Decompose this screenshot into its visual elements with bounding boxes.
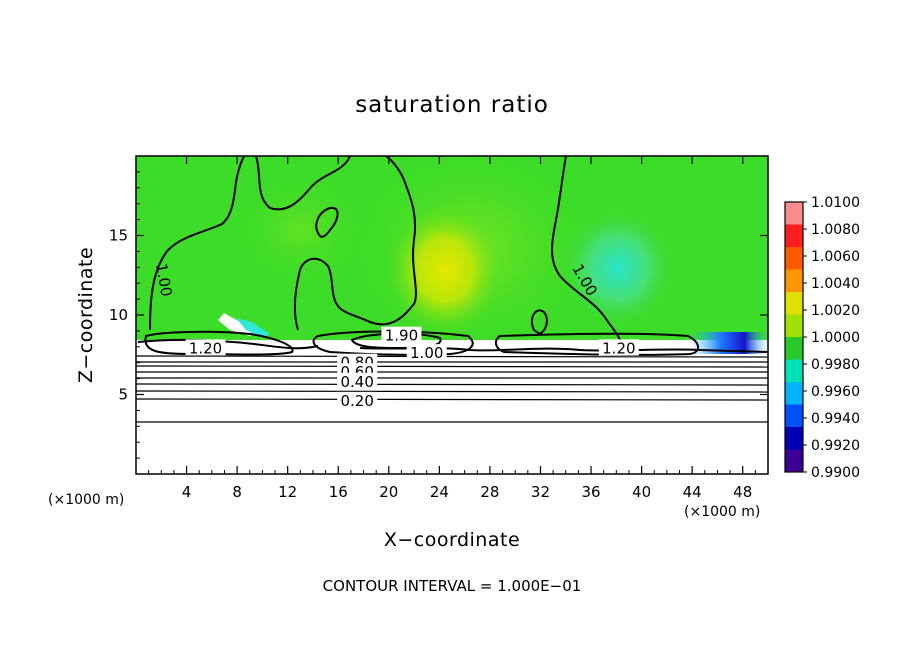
contour-0-30 — [136, 390, 768, 393]
colorbar-band — [785, 269, 803, 293]
x-tick-label: 8 — [232, 483, 242, 501]
colorbar-band — [785, 292, 803, 315]
contour-1-00-right — [551, 156, 621, 341]
x-unit-right: (×1000 m) — [684, 504, 760, 520]
contour-label-bg — [337, 391, 378, 408]
colorbar-band — [785, 382, 803, 405]
contour-0-40 — [136, 383, 768, 386]
x-unit-left: (×1000 m) — [48, 492, 124, 508]
x-tick-label: 12 — [278, 483, 297, 501]
contour-1-00-left — [149, 156, 245, 331]
contour-labels: 1.00 1.001.20 1.201.901.000.800.600.400.20 — [152, 261, 639, 410]
contours-1-00 — [137, 156, 768, 353]
colorbar-tick-label: 1.0100 — [811, 195, 860, 211]
contour-0-20 — [136, 398, 768, 401]
colorbar-band — [785, 427, 803, 450]
contour-label: 1.90 — [385, 327, 418, 345]
blue-dip — [690, 332, 768, 354]
colorbar-band — [785, 202, 803, 225]
lower-region — [136, 340, 768, 474]
contour-label-bg — [337, 372, 378, 389]
contour-label: 1.00 — [152, 262, 176, 298]
contour-interval: CONTOUR INTERVAL = 1.000E−01 — [323, 577, 582, 595]
x-tick-label: 24 — [430, 483, 449, 501]
contour-0-10 — [136, 421, 768, 423]
contour-1-00-upper-left — [255, 156, 351, 211]
colorbar-tick-label: 0.9920 — [811, 438, 860, 454]
contour-1-00-lower-left — [137, 338, 319, 350]
contour-label-bg — [406, 344, 447, 361]
colorbar-tick-label: 1.0060 — [811, 249, 860, 265]
y-tick-label: 10 — [109, 306, 128, 324]
colorbar-tick-label: 1.0040 — [811, 276, 860, 292]
contour-0-90 — [136, 355, 768, 358]
x-axis-label: X−coordinate — [384, 529, 520, 551]
x-tick-label: 32 — [531, 483, 550, 501]
cyan-patch — [236, 318, 270, 338]
colorbar-band — [785, 337, 803, 360]
x-tick-label: 40 — [632, 483, 651, 501]
colorbar-band — [785, 404, 803, 428]
x-tick-label: 44 — [683, 483, 702, 501]
subsaturation-region — [560, 206, 676, 330]
colorbar-tick-label: 0.9960 — [811, 384, 860, 400]
contour-label: 0.40 — [340, 373, 373, 391]
x-tick-label: 4 — [182, 483, 192, 501]
colorbar-band — [785, 359, 803, 383]
colorbar-tick-label: 1.0080 — [811, 222, 860, 238]
colorbar-tick-label: 0.9980 — [811, 357, 860, 373]
contour-1-20-right — [494, 332, 699, 356]
colorbar-band — [785, 247, 803, 270]
contour-label-bg — [381, 326, 422, 343]
x-tick-label: 48 — [733, 483, 752, 501]
contour-label: 1.00 — [410, 344, 443, 362]
contour-label-bg — [598, 339, 639, 356]
chart-title: saturation ratio — [355, 92, 549, 118]
contour-label: 1.20 — [602, 339, 635, 357]
contour-1-00-mid — [293, 156, 417, 331]
contour-1-20-left — [144, 330, 294, 356]
x-tick-label: 20 — [379, 483, 398, 501]
contour-label-bg — [185, 339, 226, 356]
light-green-region-left — [230, 170, 370, 290]
x-tick-label: 28 — [480, 483, 499, 501]
x-tick-label: 36 — [581, 483, 600, 501]
contour-label: 1.20 — [189, 339, 222, 357]
x-axis-ticks: 4 8 12 16 20 24 28 32 36 40 44 48 — [148, 156, 756, 501]
colorbar-tick-label: 1.0000 — [811, 330, 860, 346]
plot-area: 1.00 1.001.20 1.201.901.000.800.600.400.20 — [136, 156, 768, 474]
colorbar-band — [785, 314, 803, 338]
colorbar-tick-label: 0.9940 — [811, 411, 860, 427]
x-tick-label: 16 — [329, 483, 348, 501]
y-tick-label: 15 — [109, 227, 128, 245]
colorbar-band — [785, 224, 803, 248]
colorbar-tick-label: 1.0020 — [811, 303, 860, 319]
supersaturation-region — [383, 200, 507, 340]
y-axis-label: Z−coordinate — [75, 247, 97, 383]
contour-1-00-loop — [315, 206, 339, 238]
lower-contours — [136, 355, 768, 423]
y-tick-label: 5 — [118, 386, 128, 404]
colorbar-band — [785, 449, 803, 473]
colorbar: 1.0100 1.0080 1.0060 1.0040 1.0020 1.0000 0.99… — [784, 195, 860, 481]
contour-label: 0.20 — [340, 392, 373, 410]
contour-1-00-small-loop — [530, 309, 548, 336]
y-axis-ticks: 5 10 15 — [109, 171, 768, 459]
colorbar-tick-label: 0.9900 — [811, 465, 860, 481]
contour-0-70 — [136, 365, 768, 368]
